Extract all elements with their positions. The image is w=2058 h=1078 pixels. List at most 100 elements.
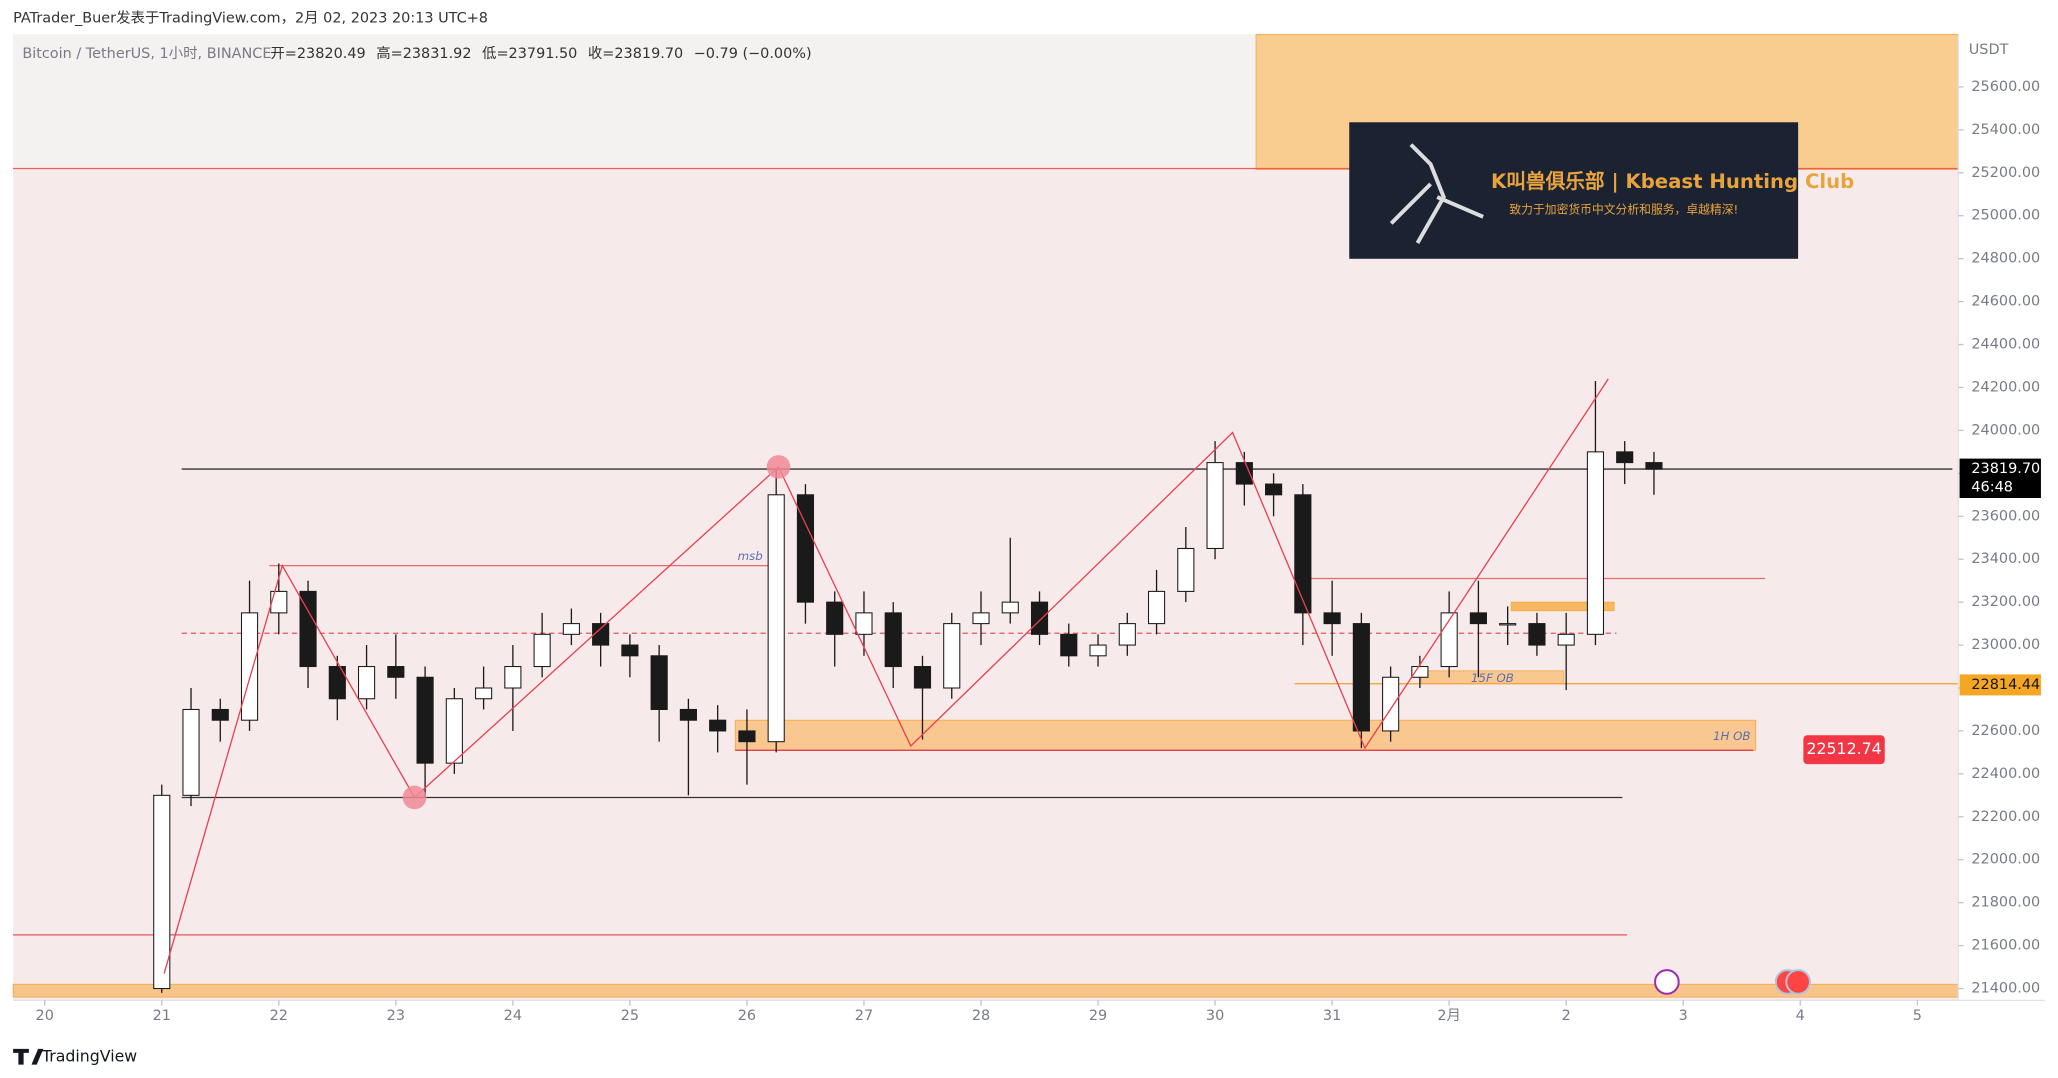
candle-body: [1645, 462, 1663, 470]
y-tick-label: 25600.00: [1971, 79, 2040, 95]
x-tick-label: 29: [1089, 1008, 1107, 1024]
candle-body: [679, 708, 697, 721]
x-tick-label: 3: [1679, 1008, 1688, 1024]
pivot-marker: [766, 455, 791, 479]
x-tick-label: 2: [1562, 1008, 1571, 1024]
event-icon[interactable]: [1654, 969, 1680, 995]
candle-body: [1323, 612, 1341, 625]
y-tick-label: 23600.00: [1971, 508, 2040, 524]
candle-body: [504, 666, 522, 689]
price-label-box: [1959, 458, 2041, 498]
price-label-box: [1803, 735, 1885, 765]
ohlc-value: 高=23831.92: [376, 45, 471, 62]
ohlc-value: 收=23819.70: [588, 45, 683, 62]
candle-body: [1118, 623, 1136, 646]
y-tick-label: 21800.00: [1971, 895, 2040, 911]
y-tick-label: 25400.00: [1971, 122, 2040, 138]
y-tick-label: 24800.00: [1971, 251, 2040, 267]
x-tick-label: 28: [972, 1008, 990, 1024]
candle-body: [1206, 462, 1224, 549]
candle-body: [1469, 612, 1487, 625]
candle-body: [1177, 547, 1195, 592]
y-tick-label: 25000.00: [1971, 208, 2040, 224]
candle-body: [621, 644, 639, 657]
candle-body: [182, 708, 200, 796]
candle-body: [1060, 633, 1078, 657]
candle-body: [972, 612, 990, 625]
candle-body: [1235, 462, 1253, 485]
candle-body: [1616, 451, 1634, 464]
x-tick-label: 5: [1913, 1008, 1922, 1024]
y-tick-label: 21600.00: [1971, 938, 2040, 954]
candle-body: [709, 719, 727, 732]
title: PATrader_Buer发表于TradingView.com，2月 02, 2…: [13, 10, 488, 27]
candle-body: [1001, 601, 1019, 614]
y-axis-label: USDT: [1969, 42, 2009, 58]
y-tick-label: 22000.00: [1971, 852, 2040, 868]
zone-label: 1H OB: [1713, 729, 1751, 743]
candle-body: [767, 494, 785, 743]
plot: 1H OB 15F OB msb: [12, 33, 1959, 998]
price-label: 23819.70: [1971, 461, 2040, 477]
footer-logo: [13, 1048, 44, 1065]
candle-body: [387, 666, 405, 678]
event-icons: [1654, 969, 1811, 995]
pivot-marker: [402, 785, 427, 810]
candle-body: [738, 730, 756, 743]
candle-body: [1030, 601, 1049, 635]
candle-body: [913, 666, 932, 689]
zone: [1510, 601, 1615, 612]
price-label: 22512.74: [1806, 739, 1881, 758]
y-tick-label: 25200.00: [1971, 165, 2040, 181]
ohlc-value: −0.79 (−0.00%): [694, 46, 812, 62]
y-tick-label: 24400.00: [1971, 337, 2040, 353]
banner-subtitle: 致力于加密货币中文分析和服务，卓越精深!: [1509, 203, 1738, 217]
zone: [734, 719, 1757, 751]
banner-logo: [1389, 143, 1484, 245]
y-tick-label: 21400.00: [1971, 981, 2040, 997]
candle-body: [855, 612, 873, 635]
candle-body: [826, 601, 844, 635]
x-tick-label: 21: [153, 1008, 171, 1024]
zone-label: 15F OB: [1471, 671, 1514, 685]
x-tick-label: 31: [1323, 1008, 1341, 1024]
event-icon[interactable]: [1785, 969, 1811, 995]
y-tick-label: 24200.00: [1971, 379, 2040, 395]
x-tick-label: 24: [504, 1008, 522, 1024]
zigzag: [163, 378, 1609, 974]
x-tick-label: 25: [621, 1008, 639, 1024]
banner: K叫兽俱乐部 | Kbeast Hunting Club 致力于加密货币中文分析…: [1349, 122, 1854, 259]
candle-body: [358, 666, 376, 700]
price-label-box: [1959, 674, 2041, 696]
x-tick-label: 23: [387, 1008, 405, 1024]
candle-body: [328, 666, 346, 700]
x-tick-label: 4: [1796, 1008, 1805, 1024]
ohlc-value: 低=23791.50: [482, 45, 577, 62]
candle-body: [650, 655, 668, 710]
candle-body: [592, 623, 610, 646]
level-label: msb: [738, 549, 763, 563]
candle-body: [1586, 451, 1605, 635]
candle-body: [533, 633, 551, 668]
candle-body: [1411, 666, 1429, 678]
candle-body: [1265, 483, 1283, 496]
y-tick-label: 24000.00: [1971, 422, 2040, 438]
candle-body: [1147, 590, 1166, 625]
candle-body: [1382, 676, 1400, 732]
price-label: 22814.44: [1971, 677, 2040, 693]
candle-body: [1352, 623, 1370, 732]
candle-body: [299, 590, 317, 668]
candle-body: [211, 708, 229, 721]
y-tick-label: 23400.00: [1971, 551, 2040, 567]
symbol: Bitcoin / TetherUS, 1小时, BINANCE: [22, 45, 271, 62]
candle-body: [270, 590, 288, 614]
x-tick-label: 27: [855, 1008, 873, 1024]
footer: TradingView: [41, 1046, 137, 1065]
candle-body: [153, 794, 171, 990]
candle-body: [416, 676, 434, 764]
y-tick-label: 24600.00: [1971, 294, 2040, 310]
x-tick-label: 22: [270, 1008, 288, 1024]
candle-body: [1294, 494, 1312, 614]
x-tick-label: 20: [36, 1008, 54, 1024]
